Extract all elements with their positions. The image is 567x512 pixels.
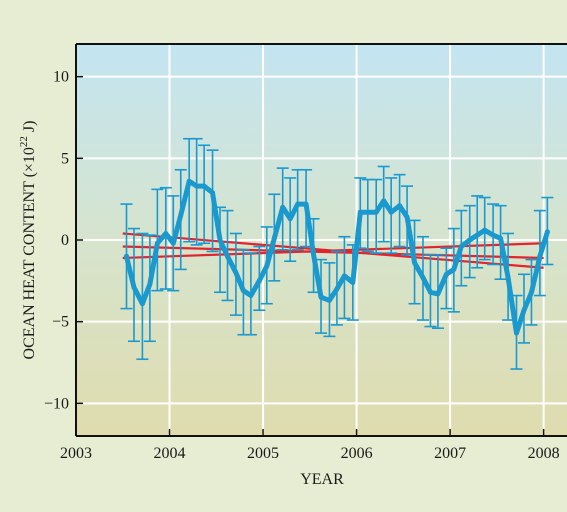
x-tick-label: 2006	[341, 445, 373, 462]
data-point	[178, 213, 184, 218]
x-tick-label: 2004	[154, 445, 186, 462]
trend-lines	[122, 232, 544, 269]
y-axis-title-unit: J)	[21, 121, 38, 137]
y-axis-title: OCEAN HEAT CONTENT (×1022 J)	[18, 121, 38, 360]
data-point	[342, 273, 347, 279]
data-point	[498, 235, 503, 241]
data-point	[381, 198, 387, 204]
data-point	[357, 209, 363, 215]
y-tick-label: 10	[53, 69, 69, 86]
error-bar	[190, 137, 203, 246]
data-point	[248, 293, 254, 298]
data-point	[303, 201, 309, 207]
data-point	[217, 237, 223, 243]
data-point	[529, 289, 534, 295]
trend-line	[122, 245, 544, 260]
trend-line	[122, 242, 544, 260]
data-point	[233, 270, 239, 276]
data-point	[287, 216, 293, 222]
error-bar	[471, 195, 484, 269]
tick-marks	[75, 75, 545, 436]
data-point	[194, 183, 200, 189]
data-point	[264, 263, 270, 269]
data-point	[140, 301, 145, 307]
data-point	[412, 260, 417, 266]
data-point	[271, 235, 277, 241]
data-point	[482, 227, 488, 233]
data-point	[201, 183, 207, 189]
y-tick-label: −5	[52, 314, 69, 331]
data-point	[490, 232, 496, 238]
x-axis-title: YEAR	[300, 471, 344, 488]
error-bar	[198, 144, 211, 245]
data-point	[404, 214, 410, 220]
data-point	[210, 190, 215, 196]
data-point	[514, 330, 519, 336]
data-point	[365, 209, 371, 215]
data-point	[225, 253, 230, 259]
tick-labels: 2003 2004 2005 2006 2007 2008 −10 −5 0 5 10	[44, 69, 560, 462]
x-tick-label: 2007	[434, 445, 466, 462]
y-tick-label: 0	[61, 232, 69, 249]
data-point	[428, 289, 433, 295]
y-axis-title-exponent: 22	[18, 136, 30, 147]
data-point	[544, 229, 550, 235]
error-bar	[385, 177, 398, 254]
data-point	[474, 232, 480, 238]
y-axis-title-main: OCEAN HEAT CONTENT (×10	[21, 147, 38, 359]
x-tick-label: 2008	[528, 445, 560, 462]
data-point	[147, 281, 153, 287]
data-point	[311, 252, 316, 258]
error-bar	[393, 173, 406, 248]
data-point	[170, 240, 176, 246]
data-point	[131, 284, 137, 290]
data-point	[420, 275, 426, 280]
data-point	[241, 288, 246, 294]
data-point	[521, 307, 527, 313]
data-point	[467, 237, 473, 243]
data-point	[443, 271, 449, 277]
data-point	[280, 204, 286, 210]
data-point	[256, 278, 262, 284]
data-point	[124, 253, 129, 259]
data-point	[318, 294, 324, 300]
data-point	[154, 240, 160, 246]
y-tick-label: −10	[44, 395, 69, 412]
y-tick-label: 5	[61, 150, 69, 167]
error-bar	[370, 178, 383, 254]
data-point	[435, 291, 441, 297]
data-point	[334, 286, 340, 292]
data-point	[186, 178, 192, 184]
x-tick-label: 2003	[60, 445, 92, 462]
x-tick-label: 2005	[247, 445, 279, 462]
error-bar	[159, 186, 172, 290]
data-point	[458, 244, 464, 249]
data-point	[505, 275, 511, 280]
data-point	[327, 298, 332, 303]
data-point	[295, 201, 301, 207]
data-point	[388, 209, 394, 215]
error-bar	[136, 232, 149, 361]
data-point	[537, 253, 543, 259]
data-point	[451, 267, 457, 272]
data-point	[350, 280, 356, 285]
data-point	[163, 231, 169, 236]
data-point	[373, 209, 379, 215]
data-point	[397, 203, 402, 209]
data-line-group	[124, 178, 550, 336]
